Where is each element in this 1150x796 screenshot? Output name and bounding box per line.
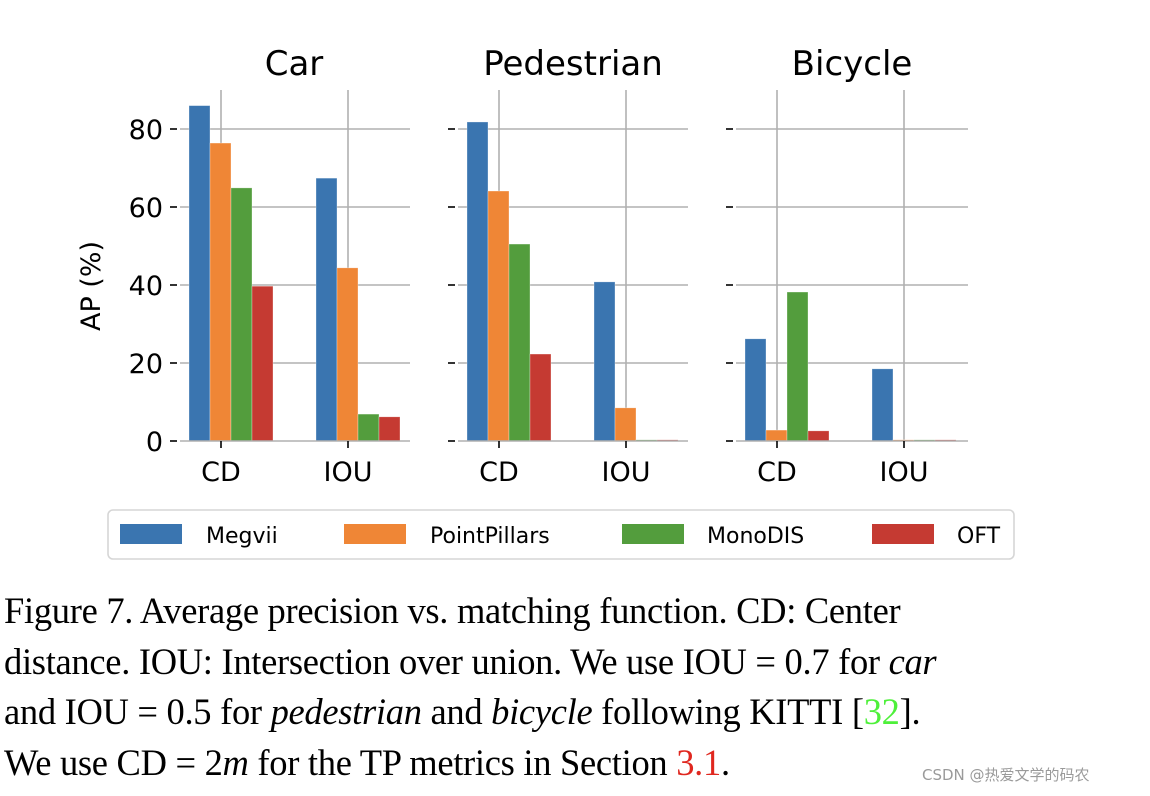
bar-megvii-iou [315, 177, 338, 442]
caption-italic-car: car [888, 640, 937, 682]
x-tick-label: IOU [324, 457, 373, 488]
bar-monodis-cd [230, 187, 253, 442]
caption-italic-pedestrian: pedestrian [270, 691, 422, 732]
legend-label-oft: OFT [957, 524, 1001, 549]
caption-text: ]. [899, 691, 921, 732]
x-tick-label: IOU [602, 457, 651, 488]
x-tick-label: CD [479, 457, 519, 488]
legend-label-monodis: MonoDIS [707, 524, 804, 549]
bar-pointpillars-iou [614, 407, 637, 442]
legend-swatch-monodis [622, 524, 684, 544]
caption-line-3: and IOU = 0.5 for pedestrian and bicycle… [4, 687, 1104, 738]
legend-label-megvii: Megvii [206, 524, 278, 549]
caption-text: and IOU = 0.5 for [4, 691, 271, 732]
y-tick-label: 0 [146, 427, 163, 458]
bar-megvii-cd [188, 105, 211, 442]
bar-megvii-iou [871, 368, 894, 442]
citation-link[interactable]: 32 [863, 691, 900, 732]
panel-title: Pedestrian [483, 44, 663, 84]
y-tick-label: 20 [129, 349, 163, 380]
bar-oft-cd [807, 430, 830, 442]
bar-oft-cd [251, 285, 274, 442]
bar-megvii-iou [593, 281, 616, 442]
caption-line-2: distance. IOU: Intersection over union. … [4, 637, 1104, 688]
y-tick-label: 80 [129, 115, 163, 146]
caption-italic-bicycle: bicycle [491, 691, 593, 732]
bar-oft-iou [378, 416, 401, 442]
figure: CD IOU Car CD IOU Pedestrian CD IOU Bicycle 0 20 40… [76, 44, 1015, 560]
bar-monodis-cd [508, 243, 531, 442]
legend-label-pointpillars: PointPillars [430, 524, 550, 549]
watermark: CSDN @热爱文学的码农 [922, 766, 1090, 784]
legend-swatch-megvii [120, 524, 182, 544]
caption-text: and [421, 691, 492, 732]
legend-swatch-pointpillars [344, 524, 406, 544]
y-tick-label: 40 [129, 271, 163, 302]
caption-line-1: Figure 7. Average precision vs. matching… [4, 590, 901, 631]
panel-title: Bicycle [792, 44, 913, 84]
bar-megvii-cd [744, 338, 767, 442]
caption-text: distance. IOU: Intersection over union. … [4, 640, 889, 682]
x-tick-label: CD [201, 457, 241, 488]
bar-monodis-cd [786, 291, 809, 442]
bar-pointpillars-iou [336, 267, 359, 442]
figure-caption: Figure 7. Average precision vs. matching… [4, 586, 1104, 788]
bar-pointpillars-cd [209, 142, 232, 442]
bar-megvii-cd [466, 121, 489, 442]
caption-text: following KITTI [ [592, 691, 864, 732]
caption-text: for the TP metrics in Section [248, 741, 677, 783]
y-axis-label: AP (%) [76, 241, 107, 331]
section-link[interactable]: 3.1 [676, 741, 721, 783]
x-tick-label: CD [757, 457, 797, 488]
bar-pointpillars-cd [765, 429, 788, 442]
bar-oft-cd [529, 353, 552, 442]
caption-italic-m: m [222, 741, 249, 783]
bar-monodis-iou [357, 413, 380, 442]
y-tick-label: 60 [129, 193, 163, 224]
caption-text: . [720, 741, 730, 783]
bar-pointpillars-cd [487, 190, 510, 442]
caption-line-4: We use CD = 2m for the TP metrics in Sec… [4, 738, 1104, 789]
caption-text: We use CD = 2 [4, 741, 223, 783]
legend-swatch-oft [872, 524, 934, 544]
panel-title: Car [265, 44, 324, 84]
legend-box [107, 509, 1015, 560]
x-tick-label: IOU [880, 457, 929, 488]
